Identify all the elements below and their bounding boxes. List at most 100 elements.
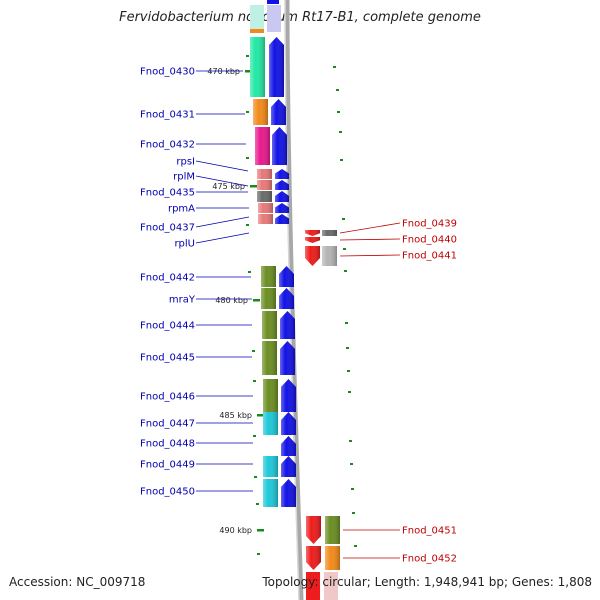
gene-arrow-shade	[279, 288, 294, 309]
kbp-tick	[250, 185, 257, 188]
gene-category-shade	[261, 288, 276, 309]
gene-category-shade	[261, 266, 276, 287]
category-box-partial	[250, 29, 264, 33]
gene-label: Fnod_0440	[402, 235, 457, 246]
scale-tick	[346, 347, 349, 349]
forward-gene: mraY	[169, 288, 294, 309]
kbp-tick	[245, 70, 252, 73]
category-box-partial	[250, 5, 264, 29]
forward-gene: Fnod_0450	[140, 479, 296, 507]
gene-arrow-shade	[305, 246, 320, 266]
gene-label: Fnod_0451	[402, 526, 457, 537]
gene-category-shade	[262, 341, 277, 375]
scale-tick	[253, 380, 256, 382]
gene-category-shade	[325, 516, 340, 544]
scale-tick	[336, 89, 339, 91]
gene-category-shade	[250, 37, 265, 97]
gene-label: Fnod_0448	[140, 439, 195, 450]
kbp-label: 485 kbp	[219, 411, 252, 420]
scale-tick	[333, 66, 336, 68]
gene-label: Fnod_0439	[402, 219, 457, 230]
gene-arrow-shade	[275, 180, 289, 190]
gene-arrow-shade	[279, 266, 294, 287]
gene-arrow-shade	[281, 479, 296, 507]
scale-tick	[248, 271, 251, 273]
label-leader-line	[339, 238, 401, 241]
scale-tick	[253, 435, 256, 437]
reverse-gene: Fnod_0452	[306, 546, 457, 570]
gene-category-shade	[263, 412, 278, 435]
gene-label: Fnod_0449	[140, 460, 195, 471]
scale-tick	[345, 322, 348, 324]
kbp-label: 490 kbp	[219, 526, 252, 535]
gene-label: Fnod_0442	[140, 273, 195, 284]
gene-arrow-shade	[275, 169, 289, 179]
forward-gene: rplU	[174, 232, 250, 250]
gene-category-shade	[263, 379, 278, 412]
forward-gene: Fnod_0449	[140, 456, 296, 477]
gene-label: Fnod_0444	[140, 321, 195, 332]
forward-gene: Fnod_0431	[140, 99, 286, 125]
scale-tick	[256, 503, 259, 505]
category-box-partial	[324, 572, 338, 600]
map-title: Fervidobacterium nodosum Rt17-B1, comple…	[119, 10, 481, 25]
gene-label: Fnod_0447	[140, 419, 195, 430]
scale-tick	[354, 545, 357, 547]
reverse-gene: Fnod_0451	[306, 516, 457, 544]
gene-label: rpsI	[176, 157, 195, 168]
gene-label: Fnod_0450	[140, 487, 195, 498]
gene-arrow-shade	[281, 379, 296, 412]
scale-tick	[246, 55, 249, 57]
genome-backbone	[284, 0, 304, 600]
gene-category-shade	[255, 127, 270, 165]
scale-tick	[351, 488, 354, 490]
gene-label: mraY	[169, 295, 196, 306]
gene-label: rplM	[173, 172, 195, 183]
gene-arrow-partial	[267, 0, 279, 4]
gene-label: rpmA	[168, 204, 195, 215]
gene-arrow-partial	[306, 572, 320, 600]
gene-label: Fnod_0431	[140, 110, 195, 121]
gene-arrow-shade	[281, 456, 296, 477]
scale-tick	[246, 111, 249, 113]
reverse-gene: Fnod_0441	[305, 246, 457, 266]
scale-tick	[352, 512, 355, 514]
kbp-label: 480 kbp	[215, 296, 248, 305]
gene-category-shade	[262, 311, 277, 339]
gene-label: Fnod_0432	[140, 140, 195, 151]
forward-gene: Fnod_0430	[140, 37, 284, 97]
scale-tick	[246, 157, 249, 159]
scale-tick	[339, 131, 342, 133]
forward-gene: Fnod_0437	[140, 214, 289, 234]
forward-gene: Fnod_0444	[140, 311, 295, 339]
gene-arrow-shade	[281, 412, 296, 435]
scale-tick	[344, 270, 347, 272]
gene-arrow-shade	[306, 546, 321, 570]
forward-gene: Fnod_0447	[140, 412, 296, 435]
kbp-label: 475 kbp	[212, 182, 245, 191]
gene-arrow-shade	[271, 99, 286, 125]
gene-category-shade	[257, 169, 272, 179]
gene-arrow-shade	[275, 203, 289, 213]
scale-tick	[337, 111, 340, 113]
gene-arrow-shade	[306, 516, 321, 544]
gene-arrow-shade	[275, 214, 289, 224]
scale-tick	[343, 248, 346, 250]
gene-label: Fnod_0452	[402, 554, 457, 565]
gene-arrow-shade	[275, 191, 289, 202]
gene-category-shade	[325, 546, 340, 570]
label-leader-line	[195, 216, 250, 228]
gene-category-shade	[253, 99, 268, 125]
scale-tick	[342, 218, 345, 220]
kbp-tick	[257, 414, 264, 417]
genome-info: Topology: circular; Length: 1,948,941 bp…	[262, 575, 592, 589]
gene-arrow-shade	[305, 237, 320, 243]
label-leader-line	[339, 254, 401, 257]
gene-category-shade	[322, 246, 337, 266]
gene-arrow-shade	[272, 127, 287, 165]
gene-label: rplU	[174, 239, 195, 250]
scale-tick	[340, 159, 343, 161]
forward-gene: rpmA	[168, 203, 289, 215]
gene-category-shade	[257, 191, 272, 202]
